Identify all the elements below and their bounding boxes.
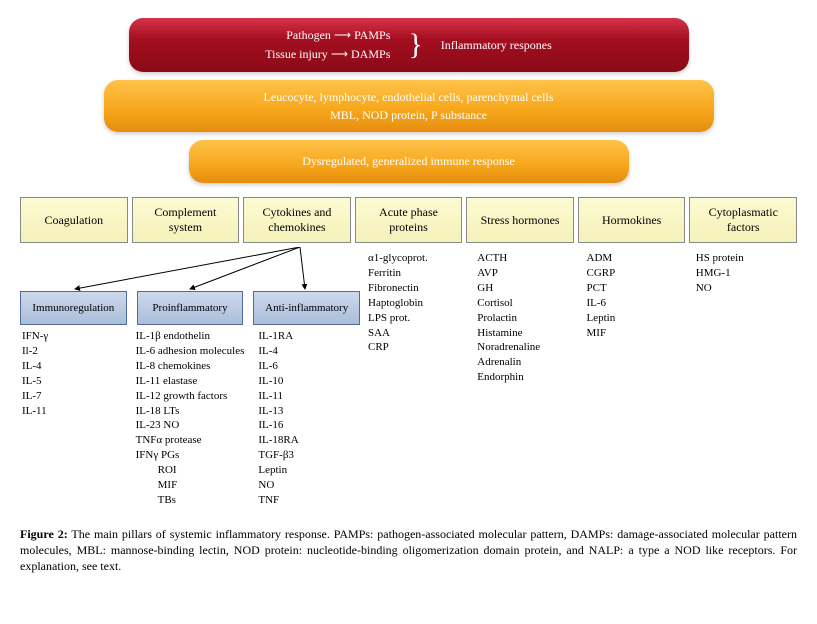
list-item: Endorphin xyxy=(477,370,576,385)
list-hormokines: ADMCGRPPCTIL-6LeptinMIF xyxy=(583,247,688,507)
list-item: IL-1RA xyxy=(258,329,358,344)
list-item: TNF xyxy=(258,493,358,508)
cytokines-sub-area: Immunoregulation Proinflammatory Anti-in… xyxy=(20,247,360,507)
low-bar-dysregulated: Dysregulated, generalized immune respons… xyxy=(189,140,629,183)
caption-label: Figure 2: xyxy=(20,527,68,541)
list-item: IL-11 xyxy=(258,389,358,404)
below-row: Immunoregulation Proinflammatory Anti-in… xyxy=(20,247,797,507)
list-item: IL-6 adhesion molecules xyxy=(136,344,245,359)
list-item: IL-1β endothelin xyxy=(136,329,245,344)
list-item: HMG-1 xyxy=(696,266,795,281)
list-item: IFN-γ xyxy=(22,329,122,344)
pillar-acute-phase: Acute phase proteins xyxy=(355,197,463,243)
list-item: IL-7 xyxy=(22,389,122,404)
list-item: ACTH xyxy=(477,251,576,266)
list-item: HS protein xyxy=(696,251,795,266)
list-item: Leptin xyxy=(587,311,686,326)
list-item: NO xyxy=(696,281,795,296)
top-bar-inflammatory: Pathogen ⟶ PAMPs Tissue injury ⟶ DAMPs }… xyxy=(129,18,689,72)
list-item: IL-12 growth factors xyxy=(136,389,245,404)
list-item: IL-23 NO xyxy=(136,418,245,433)
low-bar-text: Dysregulated, generalized immune respons… xyxy=(302,154,515,168)
list-item: Il-2 xyxy=(22,344,122,359)
arrows-svg xyxy=(20,247,360,291)
top-bar-right-label: Inflammatory respones xyxy=(441,38,552,53)
list-acute-phase: α1-glycoprot.FerritinFibronectinHaptoglo… xyxy=(364,247,469,507)
figure-caption: Figure 2: The main pillars of systemic i… xyxy=(20,526,797,575)
list-item: IL-11 xyxy=(22,404,122,419)
list-item: Noradrenaline xyxy=(477,340,576,355)
list-item: CRP xyxy=(368,340,467,355)
mid-line2: MBL, NOD protein, P substance xyxy=(104,106,714,124)
mid-line1: Leucocyte, lymphocyte, endothelial cells… xyxy=(104,88,714,106)
list-immunoregulation: IFN-γIl-2IL-4IL-5IL-7IL-11 xyxy=(20,329,124,507)
list-proinflammatory: IL-1β endothelinIL-6 adhesion moleculesI… xyxy=(134,329,247,507)
pillar-complement: Complement system xyxy=(132,197,240,243)
top-bar-left-lines: Pathogen ⟶ PAMPs Tissue injury ⟶ DAMPs xyxy=(265,26,390,64)
list-item: IL-8 chemokines xyxy=(136,359,245,374)
list-item: Cortisol xyxy=(477,296,576,311)
list-item: MIF xyxy=(136,478,245,493)
list-item: IL-10 xyxy=(258,374,358,389)
pillar-cytoplasmatic: Cytoplasmatic factors xyxy=(689,197,797,243)
list-item: CGRP xyxy=(587,266,686,281)
list-item: ROI xyxy=(136,463,245,478)
list-item: IL-18RA xyxy=(258,433,358,448)
list-item: MIF xyxy=(587,326,686,341)
list-item: IL-6 xyxy=(258,359,358,374)
list-item: GH xyxy=(477,281,576,296)
pillar-coagulation: Coagulation xyxy=(20,197,128,243)
list-stress-hormones: ACTHAVPGHCortisolProlactinHistamineNorad… xyxy=(473,247,578,507)
sub-lists-row: IFN-γIl-2IL-4IL-5IL-7IL-11 IL-1β endothe… xyxy=(20,329,360,507)
list-item: IL-4 xyxy=(258,344,358,359)
list-item: TBs xyxy=(136,493,245,508)
sub-box-anti-inflammatory: Anti-inflammatory xyxy=(253,291,360,325)
list-anti-inflammatory: IL-1RAIL-4IL-6IL-10IL-11IL-13IL-16IL-18R… xyxy=(256,329,360,507)
list-item: NO xyxy=(258,478,358,493)
sub-boxes-row: Immunoregulation Proinflammatory Anti-in… xyxy=(20,291,360,325)
list-item: ADM xyxy=(587,251,686,266)
list-item: IL-11 elastase xyxy=(136,374,245,389)
list-item: Prolactin xyxy=(477,311,576,326)
list-item: Histamine xyxy=(477,326,576,341)
pillar-stress-hormones: Stress hormones xyxy=(466,197,574,243)
list-item: Ferritin xyxy=(368,266,467,281)
list-item: Haptoglobin xyxy=(368,296,467,311)
top-line2: Tissue injury ⟶ DAMPs xyxy=(265,45,390,64)
brace-icon: } xyxy=(408,30,422,60)
list-item: IL-4 xyxy=(22,359,122,374)
top-line1: Pathogen ⟶ PAMPs xyxy=(265,26,390,45)
pillar-cytokines: Cytokines and chemokines xyxy=(243,197,351,243)
list-item: IL-16 xyxy=(258,418,358,433)
list-item: LPS prot. xyxy=(368,311,467,326)
list-item: PCT xyxy=(587,281,686,296)
list-item: Fibronectin xyxy=(368,281,467,296)
list-item: TNFα protease xyxy=(136,433,245,448)
mid-bar-cells: Leucocyte, lymphocyte, endothelial cells… xyxy=(104,80,714,132)
list-item: Leptin xyxy=(258,463,358,478)
caption-text: The main pillars of systemic inflammator… xyxy=(20,527,797,573)
list-item: IFNγ PGs xyxy=(136,448,245,463)
list-item: Adrenalin xyxy=(477,355,576,370)
list-item: TGF-β3 xyxy=(258,448,358,463)
pillar-hormokines: Hormokines xyxy=(578,197,686,243)
sub-box-immunoregulation: Immunoregulation xyxy=(20,291,127,325)
sub-box-proinflammatory: Proinflammatory xyxy=(137,291,244,325)
list-item: IL-6 xyxy=(587,296,686,311)
list-item: IL-5 xyxy=(22,374,122,389)
pillars-row: Coagulation Complement system Cytokines … xyxy=(20,197,797,243)
list-item: α1-glycoprot. xyxy=(368,251,467,266)
list-item: IL-13 xyxy=(258,404,358,419)
list-cytoplasmatic: HS proteinHMG-1NO xyxy=(692,247,797,507)
list-item: IL-18 LTs xyxy=(136,404,245,419)
list-item: SAA xyxy=(368,326,467,341)
list-item: AVP xyxy=(477,266,576,281)
